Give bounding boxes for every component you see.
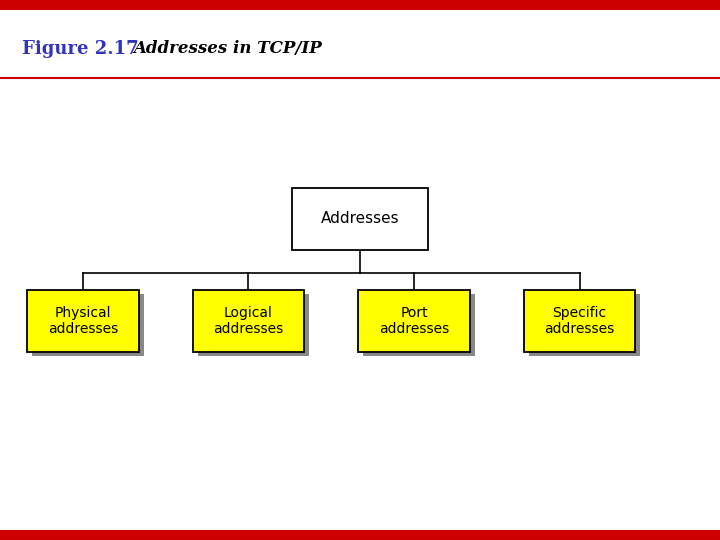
FancyBboxPatch shape — [528, 294, 641, 356]
FancyBboxPatch shape — [197, 294, 310, 356]
FancyBboxPatch shape — [524, 291, 636, 352]
Text: Addresses in TCP/IP: Addresses in TCP/IP — [133, 40, 322, 57]
Text: Port
addresses: Port addresses — [379, 306, 449, 336]
Bar — [0, 530, 720, 540]
Text: Figure 2.17: Figure 2.17 — [22, 39, 138, 58]
Text: Logical
addresses: Logical addresses — [213, 306, 284, 336]
FancyBboxPatch shape — [32, 294, 144, 356]
FancyBboxPatch shape — [358, 291, 469, 352]
Bar — [0, 0, 720, 10]
Text: Specific
addresses: Specific addresses — [544, 306, 615, 336]
Text: Addresses: Addresses — [320, 211, 400, 226]
Text: Physical
addresses: Physical addresses — [48, 306, 118, 336]
FancyBboxPatch shape — [27, 291, 138, 352]
FancyBboxPatch shape — [363, 294, 475, 356]
FancyBboxPatch shape — [292, 188, 428, 249]
FancyBboxPatch shape — [192, 291, 304, 352]
